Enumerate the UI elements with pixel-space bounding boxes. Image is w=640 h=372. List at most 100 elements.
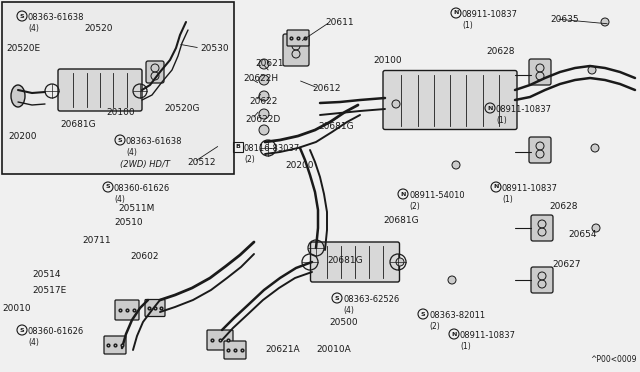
Text: 20627: 20627 — [552, 260, 580, 269]
Circle shape — [259, 125, 269, 135]
Text: 08911-10837: 08911-10837 — [496, 105, 552, 114]
Text: 20612: 20612 — [312, 84, 340, 93]
Bar — [233, 142, 243, 152]
FancyBboxPatch shape — [207, 330, 233, 350]
Text: 20621: 20621 — [255, 59, 284, 68]
Text: 20100: 20100 — [106, 108, 134, 117]
FancyBboxPatch shape — [310, 242, 399, 282]
Text: 08363-61638: 08363-61638 — [28, 13, 84, 22]
Text: S: S — [420, 311, 426, 317]
Text: S: S — [118, 138, 122, 142]
Text: 20200: 20200 — [285, 161, 314, 170]
Text: (2): (2) — [409, 202, 420, 211]
Circle shape — [392, 100, 400, 108]
FancyBboxPatch shape — [287, 30, 309, 46]
Text: 20200: 20200 — [8, 132, 36, 141]
Circle shape — [259, 75, 269, 85]
Text: S: S — [20, 327, 24, 333]
Text: (4): (4) — [114, 195, 125, 204]
Text: 20681G: 20681G — [60, 120, 95, 129]
Text: 20681G: 20681G — [383, 216, 419, 225]
Text: 20520: 20520 — [84, 24, 113, 33]
FancyBboxPatch shape — [224, 341, 246, 359]
Text: 20602: 20602 — [130, 252, 159, 261]
Text: ^P00<0009: ^P00<0009 — [591, 355, 637, 364]
Text: 20530: 20530 — [200, 44, 228, 53]
FancyBboxPatch shape — [529, 137, 551, 163]
Text: 20621A: 20621A — [265, 345, 300, 354]
Circle shape — [601, 18, 609, 26]
Text: 20628: 20628 — [549, 202, 577, 211]
FancyBboxPatch shape — [531, 215, 553, 241]
Text: 08911-54010: 08911-54010 — [409, 191, 465, 200]
Text: 20635: 20635 — [550, 15, 579, 24]
Text: (4): (4) — [126, 148, 137, 157]
Text: 20517E: 20517E — [32, 286, 67, 295]
Text: 20500: 20500 — [329, 318, 358, 327]
Text: S: S — [20, 13, 24, 19]
Text: (1): (1) — [496, 116, 507, 125]
Text: S: S — [106, 185, 110, 189]
Text: 20628: 20628 — [486, 47, 515, 56]
Text: 08911-10837: 08911-10837 — [462, 10, 518, 19]
Text: N: N — [487, 106, 493, 110]
Text: N: N — [451, 331, 457, 337]
Text: 08360-61626: 08360-61626 — [28, 327, 84, 336]
Circle shape — [448, 276, 456, 284]
Text: N: N — [400, 192, 406, 196]
Text: (1): (1) — [462, 21, 473, 30]
Text: 20611: 20611 — [325, 18, 354, 27]
Circle shape — [452, 161, 460, 169]
Text: 20622: 20622 — [249, 97, 277, 106]
Text: S: S — [335, 295, 339, 301]
Text: 20681G: 20681G — [318, 122, 354, 131]
Text: 20512: 20512 — [187, 158, 216, 167]
Text: 20510: 20510 — [114, 218, 143, 227]
Text: 20514: 20514 — [32, 270, 61, 279]
Text: (4): (4) — [28, 338, 39, 347]
Text: 20100: 20100 — [373, 56, 402, 65]
Text: 20010A: 20010A — [316, 345, 351, 354]
FancyBboxPatch shape — [283, 34, 309, 66]
Text: 20520G: 20520G — [164, 104, 200, 113]
Text: 20654: 20654 — [568, 230, 596, 239]
Text: B: B — [236, 144, 241, 150]
FancyBboxPatch shape — [104, 336, 126, 354]
Text: 08360-61626: 08360-61626 — [114, 184, 170, 193]
Text: (1): (1) — [502, 195, 513, 204]
Ellipse shape — [11, 85, 25, 107]
Text: (2WD) HD/T: (2WD) HD/T — [120, 160, 170, 169]
Circle shape — [592, 224, 600, 232]
Circle shape — [259, 109, 269, 119]
Text: (4): (4) — [28, 24, 39, 33]
Text: 08363-61638: 08363-61638 — [126, 137, 182, 146]
FancyBboxPatch shape — [115, 300, 139, 320]
Text: 20520E: 20520E — [6, 44, 40, 53]
Text: N: N — [493, 185, 499, 189]
Bar — [2, 2, 234, 174]
Text: 20010: 20010 — [2, 304, 31, 313]
Text: 20622D: 20622D — [245, 115, 280, 124]
FancyBboxPatch shape — [383, 71, 517, 129]
FancyBboxPatch shape — [58, 69, 142, 111]
Text: 08363-62526: 08363-62526 — [343, 295, 399, 304]
Text: 20622H: 20622H — [243, 74, 278, 83]
Text: (1): (1) — [460, 342, 471, 351]
FancyBboxPatch shape — [531, 267, 553, 293]
Text: (2): (2) — [244, 155, 255, 164]
Text: 08116-83037: 08116-83037 — [244, 144, 300, 153]
Text: 20681G: 20681G — [327, 256, 363, 265]
FancyBboxPatch shape — [146, 61, 164, 83]
Circle shape — [259, 91, 269, 101]
Text: 20711: 20711 — [82, 236, 111, 245]
Circle shape — [588, 66, 596, 74]
Text: 20511M: 20511M — [118, 204, 154, 213]
Circle shape — [396, 258, 404, 266]
Text: N: N — [453, 10, 459, 16]
Text: 08363-82011: 08363-82011 — [429, 311, 485, 320]
Text: (4): (4) — [343, 306, 354, 315]
Text: 08911-10837: 08911-10837 — [502, 184, 558, 193]
FancyBboxPatch shape — [529, 59, 551, 85]
Circle shape — [591, 144, 599, 152]
Text: 08911-10837: 08911-10837 — [460, 331, 516, 340]
